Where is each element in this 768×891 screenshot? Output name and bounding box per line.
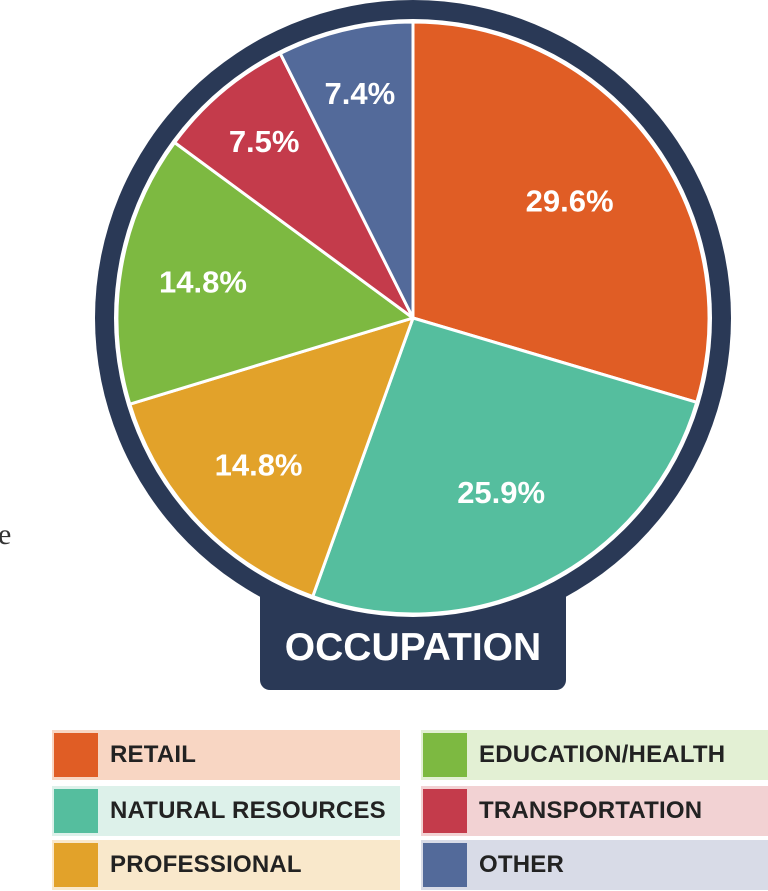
chart-title: OCCUPATION [285, 626, 541, 669]
legend-item-retail: RETAIL [52, 730, 400, 780]
legend-swatch [423, 843, 467, 887]
legend-swatch [423, 789, 467, 833]
legend-label: OTHER [479, 851, 564, 878]
slice-value-label: 29.6% [526, 184, 614, 219]
pie-slice-transportation [173, 51, 415, 320]
legend-label: PROFESSIONAL [110, 851, 302, 878]
pie-slice-other [278, 20, 415, 320]
legend-label: RETAIL [110, 741, 197, 768]
slice-value-label: 7.4% [324, 76, 395, 111]
legend-swatch [54, 733, 98, 777]
slice-value-label: 14.8% [159, 265, 247, 300]
legend-item-education-health: EDUCATION/HEALTH [421, 730, 768, 780]
pie-slice-professional [128, 316, 415, 599]
slice-value-label: 7.5% [229, 124, 300, 159]
legend-label: NATURAL RESOURCES [110, 797, 386, 824]
pie-slice-natural-resources [311, 316, 699, 616]
stray-text-fragment: e [0, 518, 12, 551]
slice-value-label: 14.8% [215, 447, 303, 482]
legend-item-other: OTHER [421, 840, 768, 890]
legend-item-natural-resources: NATURAL RESOURCES [52, 786, 400, 836]
occupation-pie-chart: 29.6% 25.9% 14.8% 14.8% 7.5% 7.4% OCCUPATION [95, 0, 731, 690]
pie-slice-retail [411, 20, 711, 404]
legend-swatch [54, 789, 98, 833]
legend-swatch [423, 733, 467, 777]
legend-swatch [54, 843, 98, 887]
legend-item-transportation: TRANSPORTATION [421, 786, 768, 836]
slice-value-label: 25.9% [457, 475, 545, 510]
pie-slice-education-health [115, 141, 415, 406]
legend-item-professional: PROFESSIONAL [52, 840, 400, 890]
legend-label: TRANSPORTATION [479, 797, 703, 824]
legend-label: EDUCATION/HEALTH [479, 741, 726, 768]
